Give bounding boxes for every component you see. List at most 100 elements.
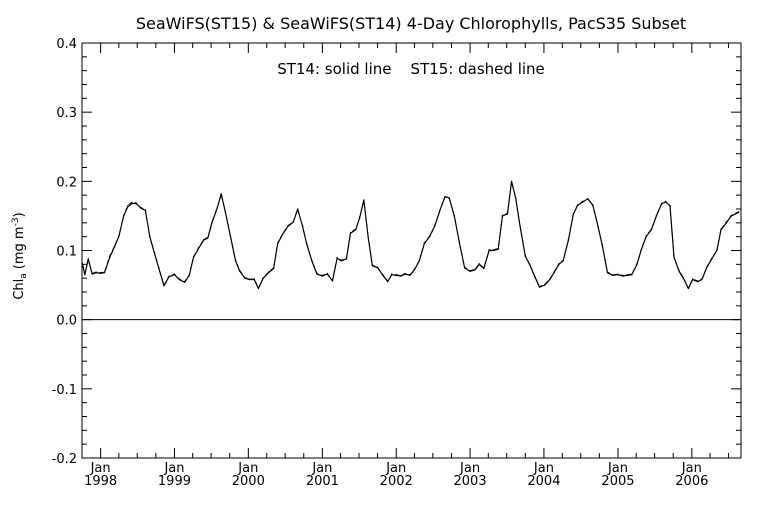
data-point-st15 xyxy=(331,279,334,281)
data-point-st15 xyxy=(409,274,411,276)
data-point-st14 xyxy=(220,193,222,195)
data-point-st15 xyxy=(549,278,551,280)
data-point-st15 xyxy=(631,273,633,275)
data-point-st15 xyxy=(636,263,638,265)
data-point-st15 xyxy=(464,266,466,268)
data-point-st15 xyxy=(168,275,170,277)
x-tick-label-year: 1998 xyxy=(84,474,117,489)
data-point-st15 xyxy=(474,268,476,270)
data-point-st15 xyxy=(576,204,579,206)
data-point-st15 xyxy=(183,281,186,283)
y-tick-label: 0.4 xyxy=(56,37,77,52)
data-point-st15 xyxy=(173,273,176,275)
data-point-st15 xyxy=(720,228,722,230)
data-point-st15 xyxy=(100,272,102,274)
data-point-st15 xyxy=(737,211,740,213)
data-point-st15 xyxy=(669,205,671,207)
data-point-st15 xyxy=(203,238,205,241)
data-point-st15 xyxy=(458,242,461,244)
data-point-st15 xyxy=(640,249,642,251)
data-point-st15 xyxy=(519,225,521,227)
data-point-st15 xyxy=(158,266,160,268)
data-point-st15 xyxy=(506,212,509,214)
data-point-st15 xyxy=(692,278,694,280)
data-point-st15 xyxy=(730,214,732,216)
data-point-st15 xyxy=(429,235,431,237)
series-line-st15 xyxy=(82,182,739,289)
data-point-st15 xyxy=(645,235,647,237)
chart-title: SeaWiFS(ST15) & SeaWiFS(ST14) 4-Day Chlo… xyxy=(136,14,686,33)
x-tick-label-month: Jan xyxy=(385,461,406,476)
y-tick-label: 0.3 xyxy=(56,106,77,121)
data-point-st15 xyxy=(297,209,299,211)
data-point-st15 xyxy=(601,243,603,245)
data-point-st15 xyxy=(418,259,420,261)
plot-layer: -0.2-0.10.00.10.20.30.4Jan1998Jan1999Jan… xyxy=(52,37,742,489)
data-point-st15 xyxy=(617,273,619,275)
data-point-st15 xyxy=(277,242,279,244)
data-point-st15 xyxy=(144,209,146,211)
data-point-st15 xyxy=(529,264,531,266)
data-point-st15 xyxy=(211,221,213,223)
series-line-st14 xyxy=(82,180,739,290)
data-point-st15 xyxy=(711,257,713,259)
data-point-st15 xyxy=(371,264,373,266)
data-point-st15 xyxy=(363,200,365,202)
data-point-st15 xyxy=(572,213,574,215)
data-point-st15 xyxy=(131,201,133,203)
data-point-st15 xyxy=(113,245,115,247)
data-point-st15 xyxy=(497,247,499,250)
data-point-st15 xyxy=(345,257,348,259)
plot-frame xyxy=(81,42,742,459)
data-point-st15 xyxy=(216,206,218,208)
data-point-st15 xyxy=(287,225,289,227)
data-point-st15 xyxy=(377,266,379,268)
data-point-st15 xyxy=(478,263,480,265)
x-tick-label-year: 2003 xyxy=(454,474,487,489)
data-point-st15 xyxy=(606,271,609,273)
y-axis-label-superscript: -3 xyxy=(11,217,21,226)
data-point-st15 xyxy=(725,221,727,223)
x-tick-label-month: Jan xyxy=(459,461,480,476)
x-tick-label-year: 2000 xyxy=(232,474,265,489)
data-point-st15 xyxy=(611,274,614,276)
x-tick-label-month: Jan xyxy=(533,461,554,476)
data-point-st15 xyxy=(234,259,237,261)
data-point-st15 xyxy=(423,242,425,244)
data-point-st15 xyxy=(655,214,658,216)
data-point-st15 xyxy=(413,268,416,270)
data-point-st15 xyxy=(592,204,594,206)
data-point-st15 xyxy=(123,214,125,216)
data-point-st15 xyxy=(483,267,485,269)
data-point-st15 xyxy=(154,252,156,254)
x-tick-label-year: 2004 xyxy=(527,474,560,489)
y-tick-label: 0.0 xyxy=(56,314,77,329)
data-point-st15 xyxy=(697,280,699,282)
data-point-st15 xyxy=(391,273,393,275)
x-tick-label-month: Jan xyxy=(607,461,628,476)
x-tick-label-year: 1999 xyxy=(158,474,191,489)
data-point-st15 xyxy=(321,274,323,276)
data-point-st15 xyxy=(626,274,628,276)
data-point-st15 xyxy=(84,273,86,275)
data-point-st15 xyxy=(140,207,142,209)
data-point-st15 xyxy=(301,225,304,227)
data-point-st15 xyxy=(687,287,689,289)
y-axis-label: Chla (mg m-3) xyxy=(11,212,29,299)
data-point-st15 xyxy=(515,197,517,199)
data-point-st15 xyxy=(558,263,560,265)
y-tick-label: -0.1 xyxy=(52,383,77,398)
data-point-st15 xyxy=(395,274,397,276)
data-point-st15 xyxy=(596,221,598,223)
data-point-st15 xyxy=(553,271,555,273)
y-axis-label-units: (mg m xyxy=(12,226,27,269)
x-tick-label-year: 2002 xyxy=(380,474,413,489)
data-point-st15 xyxy=(448,198,450,200)
data-point-st15 xyxy=(311,259,313,261)
data-point-st15 xyxy=(267,271,270,273)
data-point-st15 xyxy=(387,280,389,282)
data-point-st15 xyxy=(188,274,190,276)
data-point-st15 xyxy=(453,214,455,216)
data-point-st15 xyxy=(95,271,97,273)
data-point-st15 xyxy=(434,225,436,227)
